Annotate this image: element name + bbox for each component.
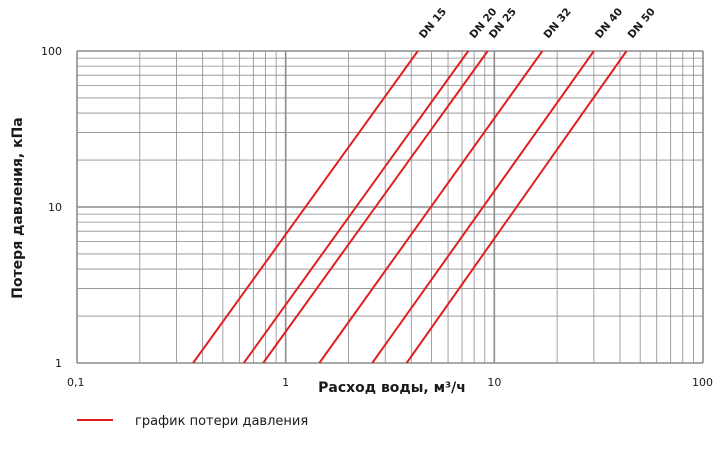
series-label: DN 15 xyxy=(417,6,449,41)
x-tick-label: 10 xyxy=(487,376,501,389)
series-line xyxy=(262,50,489,364)
series-label: DN 50 xyxy=(626,6,658,41)
tick-labels: 0,1 1 10 100 1 10 100 xyxy=(41,45,713,389)
series-line xyxy=(371,50,595,364)
x-axis-title: Расход воды, м³/ч xyxy=(318,380,466,396)
y-axis-title: Потеря давления, кПа xyxy=(10,117,26,299)
y-tick-label: 10 xyxy=(48,201,62,214)
series-lines xyxy=(192,50,628,364)
series-label: DN 32 xyxy=(542,6,574,41)
series-line xyxy=(318,50,544,364)
x-tick-label: 100 xyxy=(692,376,713,389)
legend-label: график потери давления xyxy=(135,414,308,429)
series-label: DN 40 xyxy=(593,6,625,41)
grid xyxy=(76,50,704,364)
series-line xyxy=(242,50,470,364)
y-tick-label: 100 xyxy=(41,45,62,58)
series-line xyxy=(192,50,419,364)
x-tick-label: 0,1 xyxy=(67,376,85,389)
series-line xyxy=(405,50,628,364)
legend: график потери давления xyxy=(77,414,308,429)
x-tick-label: 1 xyxy=(282,376,289,389)
y-tick-label: 1 xyxy=(55,357,62,370)
